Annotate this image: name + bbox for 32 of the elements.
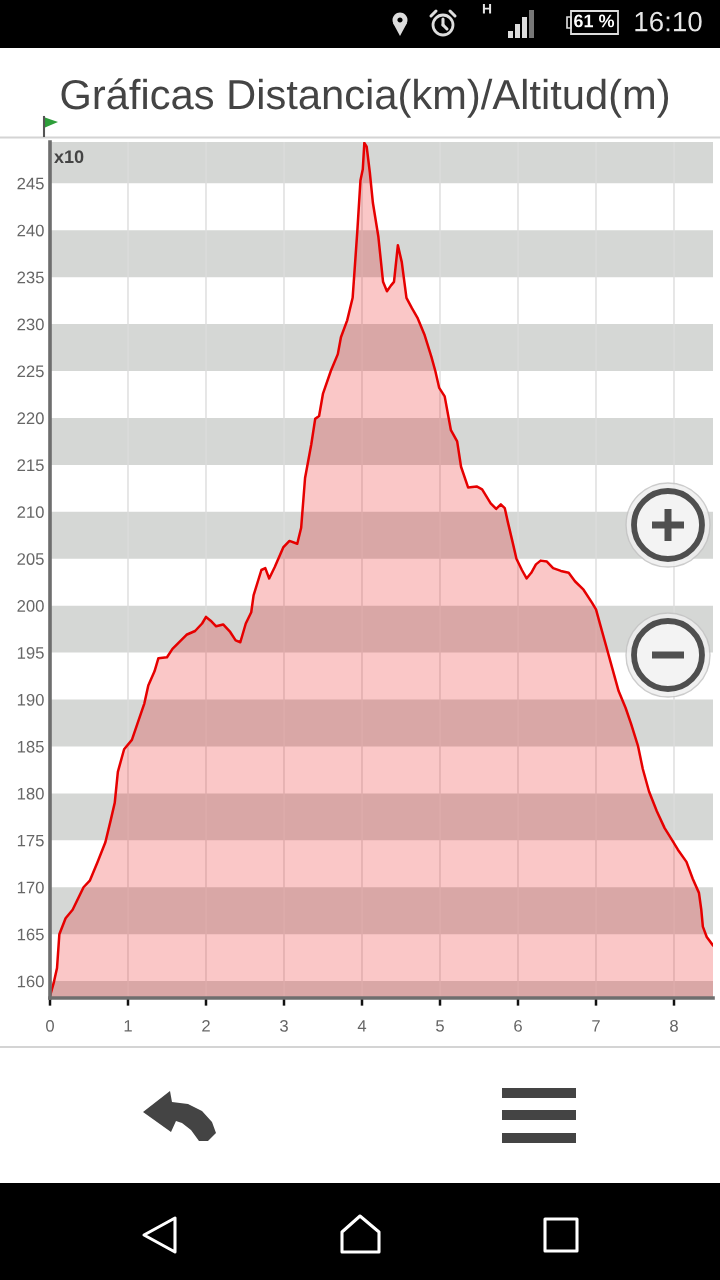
y-tick-label: 235 (17, 271, 44, 284)
x-tick-label: 2 (202, 1019, 210, 1032)
x-tick-label: 0 (46, 1019, 54, 1032)
y-tick-label: 160 (17, 975, 44, 988)
x-tick-label: 5 (436, 1020, 444, 1032)
x-tick-label: 6 (514, 1019, 522, 1032)
y-tick-label: 205 (17, 553, 44, 565)
x-tick-label: 8 (670, 1019, 678, 1032)
y-tick-label: 200 (17, 600, 44, 612)
y-tick-label: 170 (17, 881, 44, 894)
y-axis-title: x10 (54, 150, 84, 164)
y-tick-label: 245 (17, 177, 44, 190)
x-tick-label: 7 (592, 1020, 600, 1032)
x-tick-label: 4 (357, 1020, 367, 1032)
y-tick-label: 220 (17, 412, 44, 425)
y-tick-label: 175 (17, 834, 44, 847)
text: H (482, 4, 492, 14)
x-tick-label: 3 (280, 1019, 288, 1032)
y-tick-label: 165 (17, 928, 44, 941)
text: 61 % (574, 14, 615, 28)
text: 16:10 (635, 11, 702, 32)
chart-title: Gráficas Distancia(km)/Altitud(m) (61, 78, 669, 118)
y-tick-label: 180 (17, 787, 44, 800)
y-tick-label: 210 (17, 506, 44, 519)
y-tick-label: 230 (17, 318, 44, 331)
x-tick-label: 1 (124, 1020, 132, 1032)
y-tick-label: 225 (17, 365, 44, 378)
y-tick-label: 240 (17, 224, 44, 237)
y-tick-label: 190 (17, 693, 44, 706)
y-tick-label: 195 (17, 647, 44, 659)
y-tick-label: 215 (17, 459, 44, 472)
y-tick-label: 185 (17, 740, 44, 753)
